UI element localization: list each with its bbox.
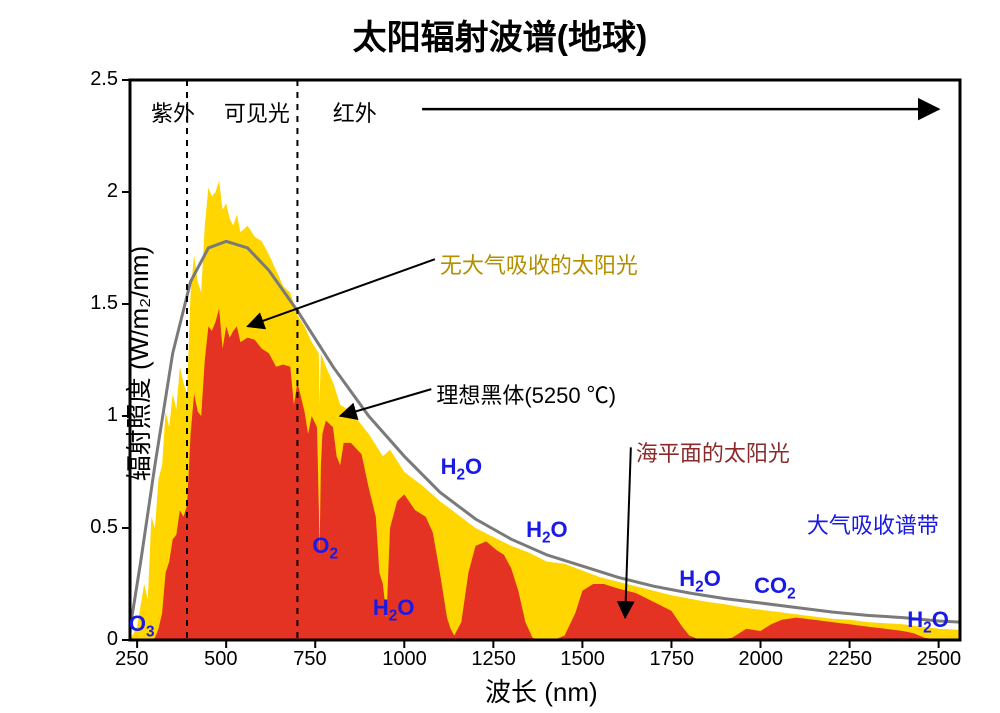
band-label: H2O [373, 595, 415, 625]
y-tick-label: 2 [107, 180, 118, 203]
band-label: H2O [441, 454, 483, 484]
band-label: H2O [526, 517, 568, 547]
x-tick-label: 1500 [560, 648, 605, 671]
y-tick-label: 1 [107, 404, 118, 427]
band-label: O3 [129, 611, 155, 641]
y-tick-label: 2.5 [90, 68, 118, 91]
y-tick-label: 0 [107, 628, 118, 651]
x-tick-label: 1000 [382, 648, 427, 671]
annotation-blackbody: 理想黑体(5250 ℃) [436, 378, 616, 410]
section-label: 红外 [333, 96, 377, 128]
band-label: H2O [679, 566, 721, 596]
y-axis-label: 辐射照度 (W/m₂/nm) [119, 246, 156, 481]
annotation-toa: 无大气吸收的太阳光 [440, 248, 638, 280]
annotation-bands: 大气吸收谱带 [807, 508, 939, 540]
annotation-sea: 海平面的太阳光 [636, 436, 790, 468]
x-tick-label: 250 [115, 648, 148, 671]
band-label: CO2 [754, 573, 796, 603]
band-label: H2O [907, 607, 949, 637]
y-tick-label: 1.5 [90, 292, 118, 315]
x-tick-label: 2250 [828, 648, 873, 671]
section-label: 紫外 [151, 96, 195, 128]
x-tick-label: 750 [293, 648, 326, 671]
x-tick-label: 2000 [739, 648, 784, 671]
x-axis-label: 波长 (nm) [485, 672, 598, 709]
chart-container: 太阳辐射波谱(地球) 辐射照度 (W/m₂/nm) 波长 (nm) 250500… [0, 0, 1000, 713]
x-tick-label: 1250 [471, 648, 516, 671]
x-tick-label: 1750 [649, 648, 694, 671]
x-tick-label: 500 [204, 648, 237, 671]
x-tick-label: 2500 [917, 648, 962, 671]
band-label: O2 [312, 533, 338, 563]
y-tick-label: 0.5 [90, 516, 118, 539]
section-label: 可见光 [224, 96, 290, 128]
